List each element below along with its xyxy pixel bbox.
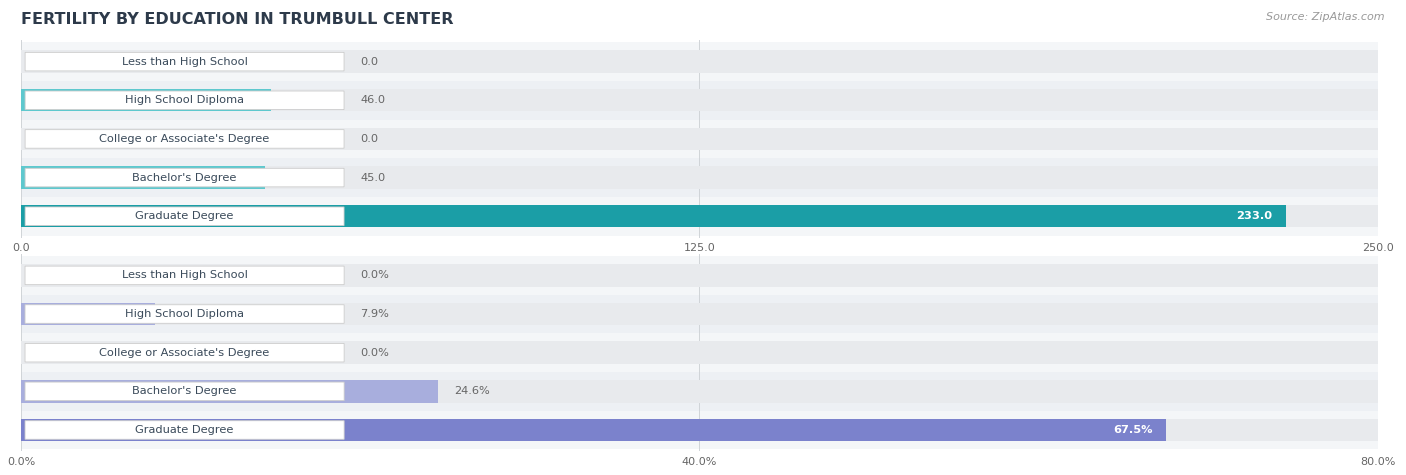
Bar	[21, 128, 1378, 150]
Bar	[21, 205, 1378, 228]
Text: 24.6%: 24.6%	[454, 386, 491, 396]
Bar	[21, 294, 1378, 333]
Bar	[21, 89, 1378, 112]
Bar	[21, 380, 1378, 402]
Bar	[21, 303, 1378, 325]
Text: 7.9%: 7.9%	[360, 309, 389, 319]
Text: Bachelor's Degree: Bachelor's Degree	[132, 386, 236, 396]
Text: 233.0: 233.0	[1236, 211, 1272, 221]
Bar	[21, 264, 1378, 286]
Text: Bachelor's Degree: Bachelor's Degree	[132, 172, 236, 182]
Text: High School Diploma: High School Diploma	[125, 95, 245, 105]
Text: Less than High School: Less than High School	[122, 270, 247, 280]
Text: 67.5%: 67.5%	[1112, 425, 1153, 435]
Text: College or Associate's Degree: College or Associate's Degree	[100, 134, 270, 144]
Text: Less than High School: Less than High School	[122, 57, 247, 66]
Bar	[21, 256, 1378, 294]
FancyBboxPatch shape	[25, 207, 344, 226]
Bar	[21, 380, 439, 402]
Bar	[21, 81, 1378, 120]
Bar	[21, 166, 266, 189]
FancyBboxPatch shape	[25, 266, 344, 285]
Text: 45.0: 45.0	[360, 172, 385, 182]
Text: 0.0%: 0.0%	[360, 270, 389, 280]
FancyBboxPatch shape	[25, 168, 344, 187]
Text: College or Associate's Degree: College or Associate's Degree	[100, 348, 270, 358]
Text: 0.0%: 0.0%	[360, 348, 389, 358]
Text: Source: ZipAtlas.com: Source: ZipAtlas.com	[1267, 12, 1385, 22]
FancyBboxPatch shape	[25, 421, 344, 439]
FancyBboxPatch shape	[25, 130, 344, 148]
Bar	[21, 158, 1378, 197]
Text: Graduate Degree: Graduate Degree	[135, 425, 233, 435]
Text: High School Diploma: High School Diploma	[125, 309, 245, 319]
Bar	[21, 197, 1378, 236]
Bar	[21, 419, 1378, 441]
Bar	[21, 411, 1378, 449]
Bar	[21, 166, 1378, 189]
Text: 0.0: 0.0	[360, 57, 378, 66]
Bar	[21, 42, 1378, 81]
Text: Graduate Degree: Graduate Degree	[135, 211, 233, 221]
FancyBboxPatch shape	[25, 52, 344, 71]
FancyBboxPatch shape	[25, 382, 344, 400]
FancyBboxPatch shape	[25, 305, 344, 323]
Text: 0.0: 0.0	[360, 134, 378, 144]
Text: 46.0: 46.0	[360, 95, 385, 105]
Bar	[21, 205, 1285, 228]
Bar	[21, 419, 1166, 441]
Bar	[21, 89, 271, 112]
Bar	[21, 50, 1378, 73]
FancyBboxPatch shape	[25, 343, 344, 362]
FancyBboxPatch shape	[25, 91, 344, 110]
Bar	[21, 333, 1378, 372]
Bar	[21, 342, 1378, 364]
Bar	[21, 120, 1378, 158]
Bar	[21, 303, 155, 325]
Bar	[21, 372, 1378, 411]
Text: FERTILITY BY EDUCATION IN TRUMBULL CENTER: FERTILITY BY EDUCATION IN TRUMBULL CENTE…	[21, 12, 454, 27]
